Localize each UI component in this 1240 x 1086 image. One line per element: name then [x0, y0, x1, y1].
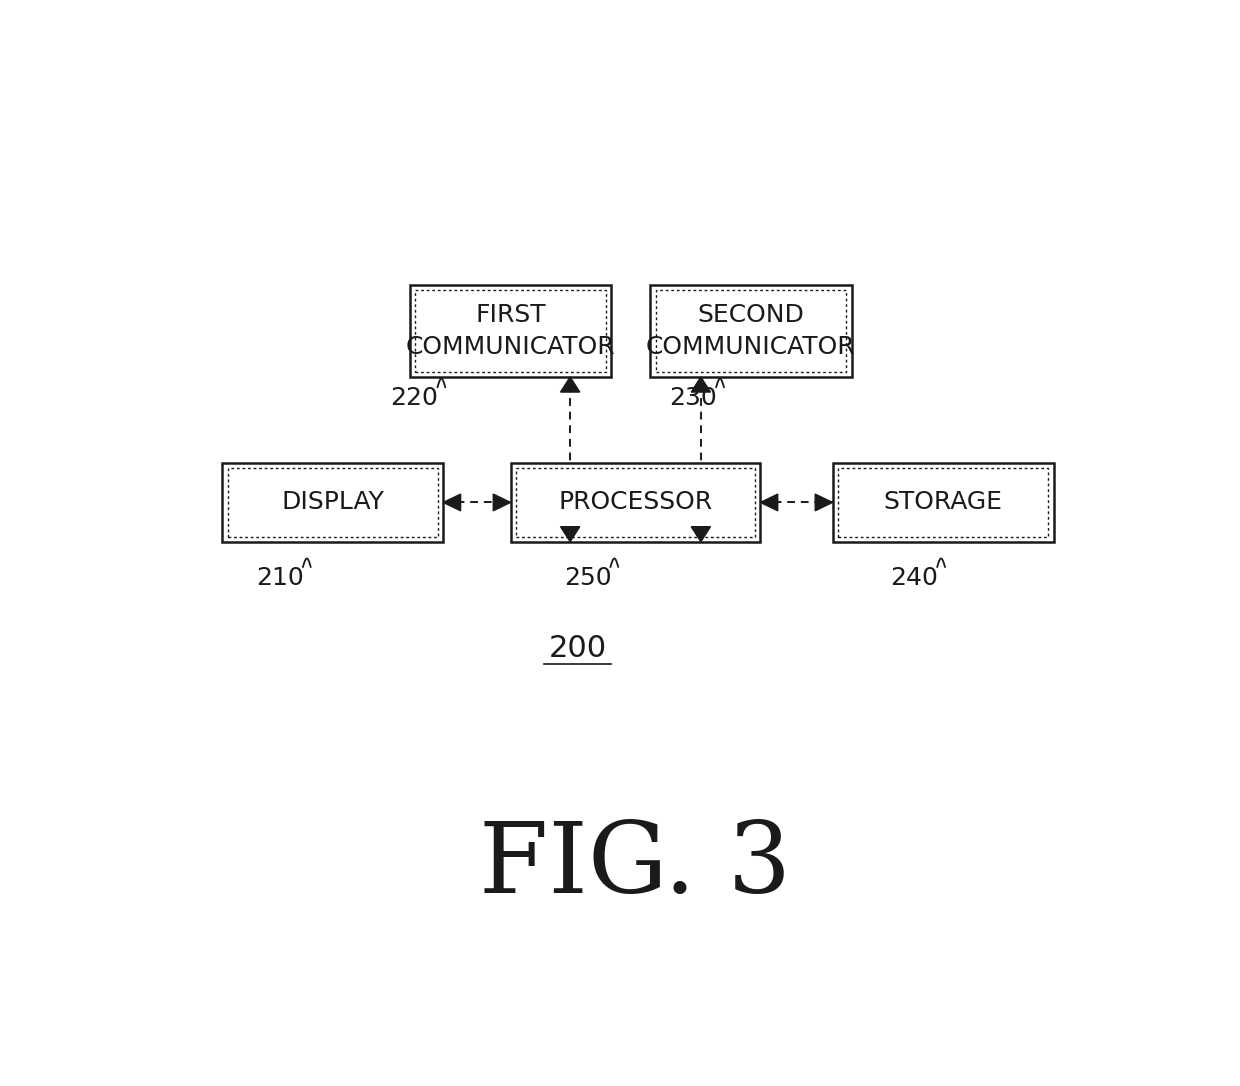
Polygon shape: [760, 494, 777, 510]
Text: FIG. 3: FIG. 3: [480, 818, 791, 914]
Text: 210: 210: [255, 566, 304, 590]
Polygon shape: [494, 494, 511, 510]
Bar: [832, 463, 1054, 542]
Text: SECOND
COMMUNICATOR: SECOND COMMUNICATOR: [646, 303, 856, 358]
Polygon shape: [560, 377, 580, 392]
Text: 230: 230: [670, 386, 717, 409]
Text: 200: 200: [549, 634, 606, 664]
Text: DISPLAY: DISPLAY: [281, 491, 384, 515]
Polygon shape: [444, 494, 460, 510]
Text: 250: 250: [564, 566, 611, 590]
Bar: [511, 463, 760, 542]
Bar: [228, 468, 438, 538]
Bar: [409, 285, 611, 377]
Bar: [415, 290, 605, 372]
Bar: [650, 285, 852, 377]
Text: FIRST
COMMUNICATOR: FIRST COMMUNICATOR: [405, 303, 615, 358]
Bar: [222, 463, 444, 542]
Polygon shape: [560, 527, 580, 542]
Polygon shape: [691, 377, 711, 392]
Text: 220: 220: [391, 386, 439, 409]
Bar: [838, 468, 1048, 538]
Text: 240: 240: [890, 566, 939, 590]
Bar: [516, 468, 755, 538]
Text: STORAGE: STORAGE: [884, 491, 1002, 515]
Polygon shape: [691, 527, 711, 542]
Text: PROCESSOR: PROCESSOR: [558, 491, 713, 515]
Polygon shape: [815, 494, 832, 510]
Bar: [656, 290, 846, 372]
